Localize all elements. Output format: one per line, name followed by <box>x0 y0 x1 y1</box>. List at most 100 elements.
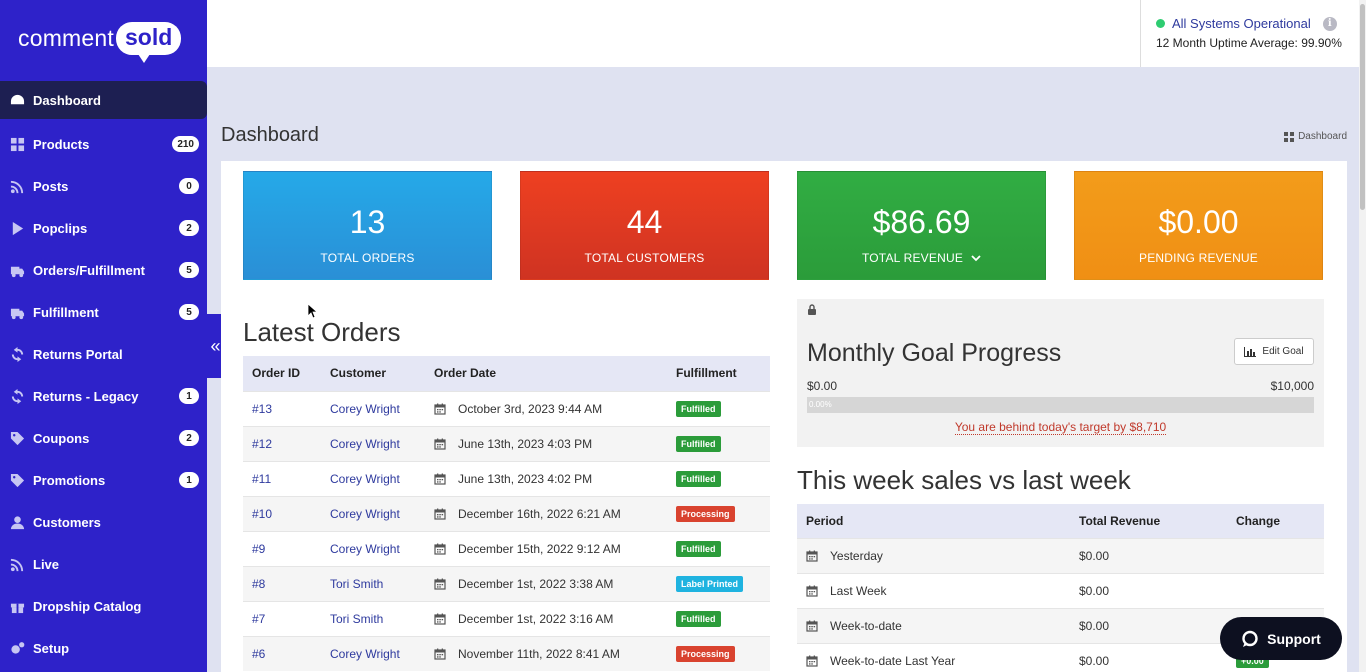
customer-link[interactable]: Corey Wright <box>330 646 400 661</box>
order-id-link[interactable]: #9 <box>252 541 266 556</box>
order-id-link[interactable]: #13 <box>252 401 273 416</box>
fulfillment-status-badge: Processing <box>676 505 735 522</box>
total-customers-card: 44 TOTAL CUSTOMERS <box>520 171 769 280</box>
order-row: #10 Corey Wright December 16th, 2022 6:21 … <box>243 495 770 531</box>
customer-link[interactable]: Corey Wright <box>330 506 400 521</box>
order-id-link[interactable]: #11 <box>252 471 272 486</box>
breadcrumb[interactable]: Dashboard <box>1284 131 1347 142</box>
goal-min: $0.00 <box>807 379 838 393</box>
sidebar-item-returns-legacy[interactable]: Returns - Legacy 1 <box>0 375 207 417</box>
fulfillment-status-badge: Fulfilled <box>676 435 721 452</box>
period-label: Yesterday <box>830 548 883 563</box>
goal-progress-text: 0.00% <box>809 400 832 409</box>
customer-link[interactable]: Corey Wright <box>330 436 400 451</box>
order-date: June 13th, 2023 4:03 PM <box>458 436 593 451</box>
gears-icon <box>9 640 25 656</box>
total-revenue-value: $86.69 <box>872 204 971 240</box>
scrollbar-thumb[interactable] <box>1360 4 1365 210</box>
fulfillment-status-badge: Fulfilled <box>676 610 721 627</box>
total-orders-card: 13 TOTAL ORDERS <box>243 171 492 280</box>
refresh-icon <box>9 388 25 404</box>
sidebar-item-orders-fulfillment[interactable]: Orders/Fulfillment 5 <box>0 249 207 291</box>
sidebar-item-label: Dashboard <box>33 92 101 108</box>
total-revenue-label: TOTAL REVENUE <box>861 251 964 265</box>
fulfillment-status-badge: Processing <box>676 645 735 662</box>
order-id-link[interactable]: #10 <box>252 506 273 521</box>
commentsold-logo[interactable]: comment sold <box>18 16 182 63</box>
sidebar-item-promotions[interactable]: Promotions 1 <box>0 459 207 501</box>
gift-icon <box>9 598 25 614</box>
period-revenue: $0.00 <box>1079 548 1110 563</box>
sidebar-item-dropship-catalog[interactable]: Dropship Catalog <box>0 585 207 627</box>
sidebar-item-label: Returns Portal <box>33 346 123 362</box>
mouse-cursor-icon <box>307 303 317 319</box>
edit-goal-label: Edit Goal <box>1262 346 1304 357</box>
period-revenue: $0.00 <box>1079 653 1110 668</box>
sidebar-item-coupons[interactable]: Coupons 2 <box>0 417 207 459</box>
calendar-icon <box>806 620 818 632</box>
order-row: #9 Corey Wright December 15th, 2022 9:12 A… <box>243 530 770 566</box>
truck-icon <box>9 304 25 320</box>
sidebar-item-popclips[interactable]: Popclips 2 <box>0 207 207 249</box>
sidebar-item-posts[interactable]: Posts 0 <box>0 165 207 207</box>
truck-icon <box>9 262 25 278</box>
status-dot-icon <box>1156 19 1165 28</box>
sidebar-item-label: Returns - Legacy <box>33 388 139 404</box>
sidebar-item-label: Products <box>33 136 90 152</box>
sidebar-item-fulfillment[interactable]: Fulfillment 5 <box>0 291 207 333</box>
order-id-link[interactable]: #7 <box>252 611 266 626</box>
sidebar-item-dashboard[interactable]: Dashboard <box>0 81 207 119</box>
latest-orders-table: Order ID Customer Order Date Fulfillment… <box>243 356 770 671</box>
sidebar-item-label: Promotions <box>33 472 106 488</box>
user-icon <box>9 514 25 530</box>
fulfillment-status-badge: Fulfilled <box>676 400 721 417</box>
week-row: Yesterday $0.00 <box>797 537 1324 573</box>
customer-link[interactable]: Tori Smith <box>330 611 384 626</box>
customer-link[interactable]: Corey Wright <box>330 541 400 556</box>
count-badge: 1 <box>179 472 199 488</box>
chevron-down-icon[interactable] <box>971 254 981 262</box>
sidebar-nav: Dashboard Products 210 Posts 0 Popclips 2 Order… <box>0 81 207 669</box>
col-period: Period <box>797 504 1070 538</box>
order-id-link[interactable]: #8 <box>252 576 266 591</box>
order-id-link[interactable]: #6 <box>252 646 266 661</box>
tag-icon <box>9 472 25 488</box>
col-order-id: Order ID <box>243 356 321 391</box>
period-revenue: $0.00 <box>1079 583 1110 598</box>
pending-revenue-value: $0.00 <box>1158 204 1239 240</box>
goal-title: Monthly Goal Progress <box>807 339 1062 367</box>
support-label: Support <box>1267 630 1321 647</box>
total-revenue-card[interactable]: $86.69 TOTAL REVENUE <box>797 171 1046 280</box>
period-revenue: $0.00 <box>1079 618 1110 633</box>
period-label: Week-to-date <box>830 618 902 633</box>
support-button[interactable]: Support <box>1220 617 1342 660</box>
customer-link[interactable]: Corey Wright <box>330 471 400 486</box>
calendar-icon <box>434 543 446 555</box>
info-icon[interactable]: i <box>1322 16 1337 31</box>
topbar: All Systems Operational i 12 Month Uptim… <box>207 0 1359 67</box>
sidebar-item-products[interactable]: Products 210 <box>0 123 207 165</box>
sidebar-item-label: Posts <box>33 178 69 194</box>
sidebar-item-returns-portal[interactable]: Returns Portal <box>0 333 207 375</box>
customer-link[interactable]: Tori Smith <box>330 576 384 591</box>
count-badge: 2 <box>179 220 199 236</box>
rss-icon <box>9 178 25 194</box>
sidebar-item-customers[interactable]: Customers <box>0 501 207 543</box>
edit-goal-button[interactable]: Edit Goal <box>1234 338 1314 365</box>
sidebar-item-label: Fulfillment <box>33 304 99 320</box>
col-change: Change <box>1227 504 1324 538</box>
sidebar-item-live[interactable]: Live <box>0 543 207 585</box>
rss-icon <box>9 556 25 572</box>
customer-link[interactable]: Corey Wright <box>330 401 400 416</box>
fulfillment-status-badge: Fulfilled <box>676 470 721 487</box>
order-id-link[interactable]: #12 <box>252 436 273 451</box>
tag-icon <box>9 430 25 446</box>
period-label: Week-to-date Last Year <box>830 653 956 668</box>
count-badge: 2 <box>179 430 199 446</box>
status-link[interactable]: All Systems Operational <box>1172 16 1311 31</box>
page-scrollbar[interactable] <box>1359 0 1366 672</box>
sidebar-item-setup[interactable]: Setup <box>0 627 207 669</box>
calendar-icon <box>434 438 446 450</box>
logo-word: comment <box>18 24 114 51</box>
chat-bubble-icon <box>1242 630 1258 647</box>
